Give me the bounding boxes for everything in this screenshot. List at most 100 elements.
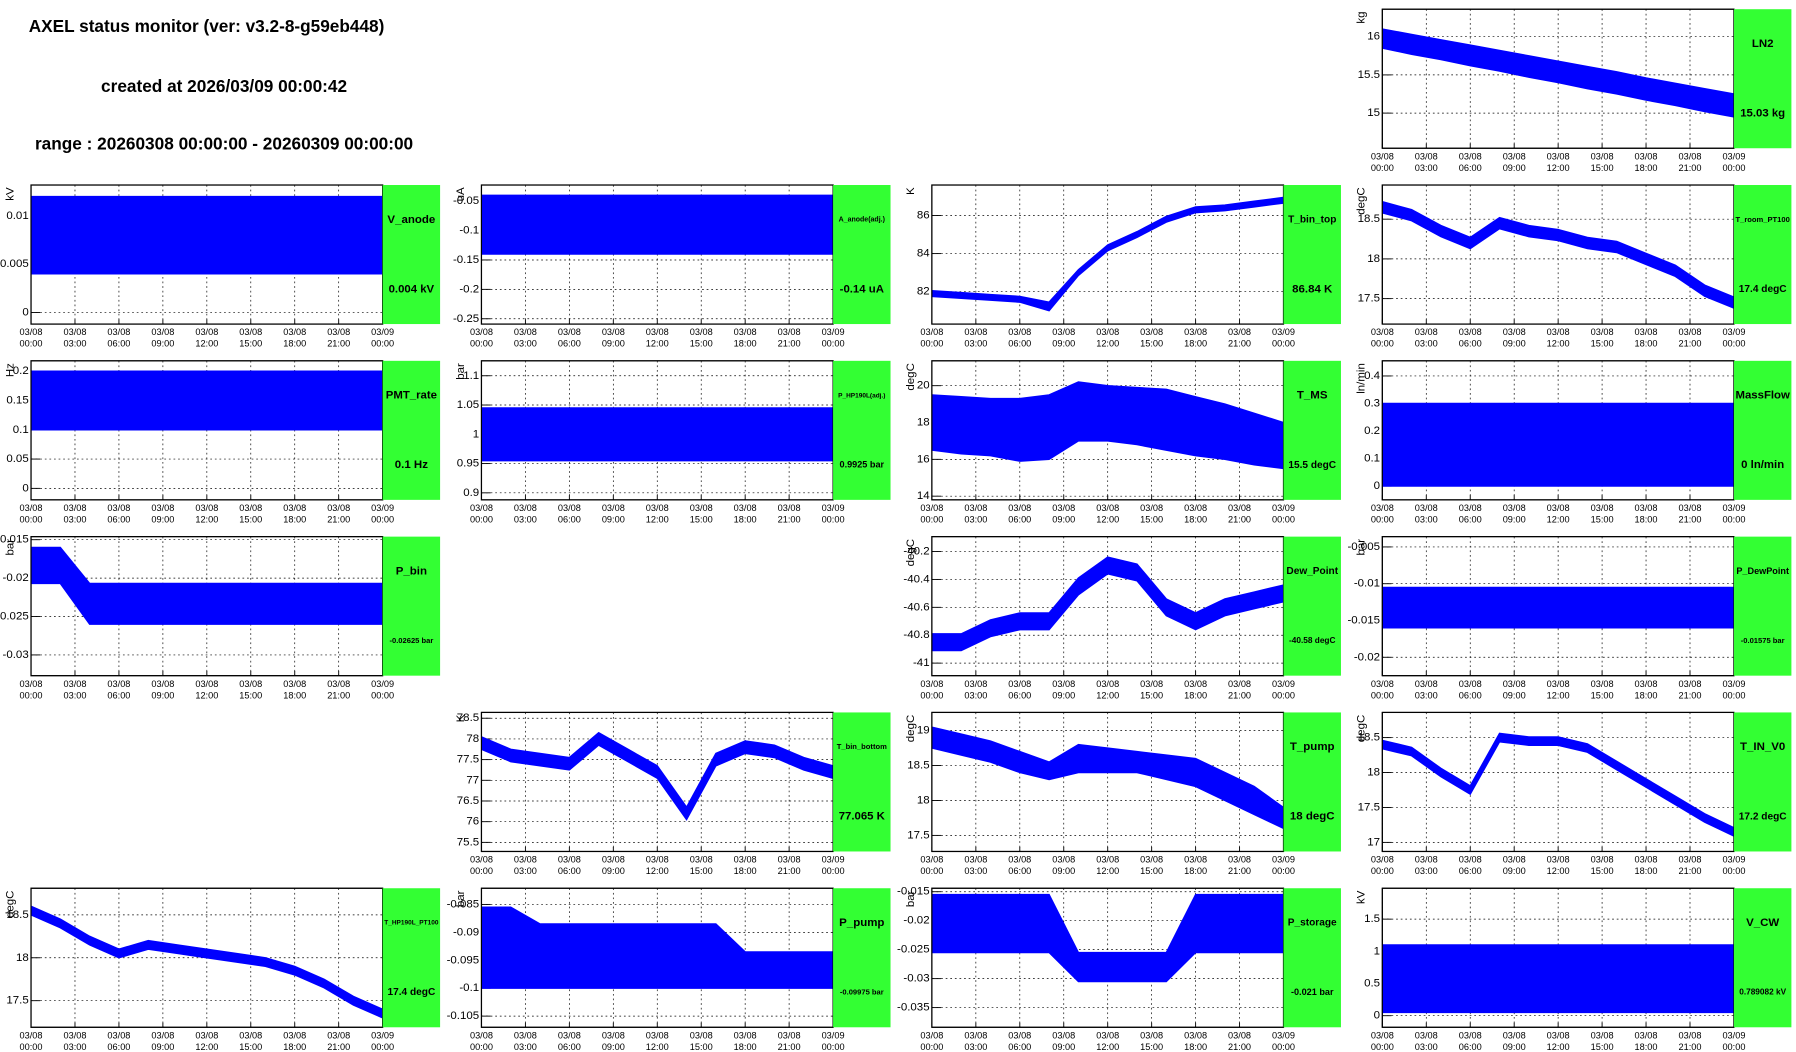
status-name: V_anode (387, 214, 435, 226)
y-tick-label: -0.085 (447, 898, 480, 910)
panel: 03/08 00:00 03/08 03:00 03/08 06:00 03/08 09:00… (1356, 184, 1792, 349)
created-at: created at 2026/03/09 00:00:42 (101, 76, 347, 96)
x-tick-label: 03/08 06:00 (1459, 152, 1482, 173)
x-tick-label: 03/08 15:00 (1591, 855, 1614, 876)
status-box (382, 536, 441, 676)
x-tick-label: 03/08 15:00 (690, 328, 713, 349)
x-tick-label: 03/08 03:00 (964, 503, 987, 524)
data-band (481, 731, 834, 821)
data-band (31, 370, 383, 431)
status-value: 0.004 kV (389, 283, 435, 295)
x-tick-label: 03/08 03:00 (1415, 328, 1438, 349)
x-tick-label: 03/08 18:00 (1184, 503, 1207, 524)
x-tick-label: 03/08 06:00 (107, 503, 130, 524)
y-tick-label: 18.5 (6, 909, 28, 921)
y-tick-label: 1 (473, 428, 479, 440)
x-tick-label: 03/08 21:00 (1228, 503, 1251, 524)
x-tick-label: 03/08 21:00 (778, 328, 801, 349)
panel: 03/08 00:00 03/08 03:00 03/08 06:00 03/08 09:00… (1356, 711, 1792, 877)
y-axis-unit: K (905, 187, 917, 195)
x-tick-label: 03/08 09:00 (151, 679, 174, 700)
data-band (481, 407, 834, 462)
x-tick-label: 03/08 18:00 (1635, 503, 1658, 524)
x-tick-label: 03/08 18:00 (1635, 679, 1658, 700)
x-tick-label: 03/08 03:00 (514, 1031, 537, 1052)
x-tick-label: 03/08 12:00 (195, 679, 218, 700)
y-tick-label: 0.5 (1364, 978, 1380, 990)
x-tick-label: 03/08 03:00 (514, 328, 537, 349)
x-tick-label: 03/08 18:00 (734, 328, 757, 349)
x-tick-label: 03/08 03:00 (964, 1031, 987, 1052)
x-tick-label: 03/08 15:00 (1591, 328, 1614, 349)
y-tick-label: 18.5 (1358, 213, 1380, 225)
panel: 03/08 00:00 03/08 03:00 03/08 06:00 03/08 09:00… (4, 360, 441, 525)
x-tick-label: 03/08 15:00 (690, 503, 713, 524)
y-tick-label: 15 (1367, 107, 1380, 119)
x-tick-label: 03/08 15:00 (1591, 679, 1614, 700)
x-tick-label: 03/08 21:00 (1678, 1031, 1701, 1052)
x-tick-label: 03/08 21:00 (1678, 855, 1701, 876)
x-tick-label: 03/08 09:00 (1052, 679, 1075, 700)
x-tick-label: 03/08 00:00 (20, 503, 43, 524)
x-tick-label: 03/08 09:00 (1503, 503, 1526, 524)
status-value: 18 degC (1290, 811, 1335, 823)
x-tick-label: 03/08 03:00 (63, 1031, 86, 1052)
x-tick-label: 03/09 00:00 (1272, 855, 1295, 876)
y-tick-label: 78.5 (457, 712, 479, 724)
x-tick-label: 03/08 15:00 (690, 1031, 713, 1052)
x-tick-label: 03/09 00:00 (822, 328, 845, 349)
y-tick-label: 0 (1374, 480, 1380, 492)
status-box (833, 360, 891, 500)
panel: 03/08 00:00 03/08 03:00 03/08 06:00 03/08 09:00… (455, 711, 891, 877)
x-tick-label: 03/08 12:00 (1096, 679, 1119, 700)
x-tick-label: 03/09 00:00 (822, 503, 845, 524)
panel: 03/08 00:00 03/08 03:00 03/08 06:00 03/08 09:00… (453, 184, 891, 349)
x-tick-label: 03/08 18:00 (1635, 1031, 1658, 1052)
x-tick-label: 03/08 00:00 (920, 1031, 943, 1052)
y-tick-label: -0.03 (3, 649, 29, 661)
status-name: T_pump (1290, 741, 1335, 753)
status-value: -0.02625 bar (389, 636, 433, 645)
data-band (1382, 402, 1734, 487)
x-tick-label: 03/08 15:00 (1140, 503, 1163, 524)
time-range: range : 20260308 00:00:00 - 20260309 00:… (35, 133, 413, 153)
x-tick-label: 03/08 00:00 (20, 1031, 43, 1052)
x-tick-label: 03/08 15:00 (1591, 152, 1614, 173)
x-tick-label: 03/08 15:00 (239, 328, 262, 349)
monitor-title: AXEL status monitor (ver: v3.2-8-g59eb44… (29, 16, 385, 36)
x-tick-label: 03/09 00:00 (1722, 855, 1745, 876)
x-tick-label: 03/09 00:00 (1722, 328, 1745, 349)
x-tick-label: 03/08 09:00 (1052, 328, 1075, 349)
x-tick-label: 03/08 09:00 (602, 855, 625, 876)
status-value: -0.021 bar (1291, 987, 1334, 997)
status-box (1283, 888, 1341, 1028)
x-tick-label: 03/08 00:00 (920, 503, 943, 524)
y-axis-unit: ln/min (1356, 363, 1368, 394)
x-tick-label: 03/08 09:00 (1052, 855, 1075, 876)
x-tick-label: 03/08 12:00 (646, 855, 669, 876)
y-tick-label: 0 (1374, 1010, 1380, 1022)
x-tick-label: 03/08 21:00 (778, 855, 801, 876)
status-name: MassFlow (1735, 390, 1790, 402)
y-tick-label: 17.5 (1358, 293, 1380, 305)
data-band (931, 196, 1284, 312)
x-tick-label: 03/08 00:00 (920, 855, 943, 876)
x-tick-label: 03/08 03:00 (514, 855, 537, 876)
y-tick-label: -0.02 (3, 572, 29, 584)
y-axis-unit: bar (455, 890, 467, 907)
y-tick-label: 78 (466, 733, 479, 745)
status-name: Dew_Point (1286, 566, 1338, 577)
x-tick-label: 03/08 18:00 (1635, 328, 1658, 349)
x-tick-label: 03/08 09:00 (1503, 328, 1526, 349)
x-tick-label: 03/08 18:00 (283, 328, 306, 349)
y-tick-label: -0.1 (459, 225, 479, 237)
x-tick-label: 03/08 18:00 (734, 503, 757, 524)
x-tick-label: 03/08 06:00 (1459, 328, 1482, 349)
status-box (1733, 712, 1792, 852)
x-tick-label: 03/08 21:00 (778, 1031, 801, 1052)
status-value: -0.01575 bar (1741, 636, 1785, 645)
y-axis-unit: bar (455, 363, 467, 380)
x-tick-label: 03/08 00:00 (470, 1031, 493, 1052)
data-band (931, 726, 1284, 830)
